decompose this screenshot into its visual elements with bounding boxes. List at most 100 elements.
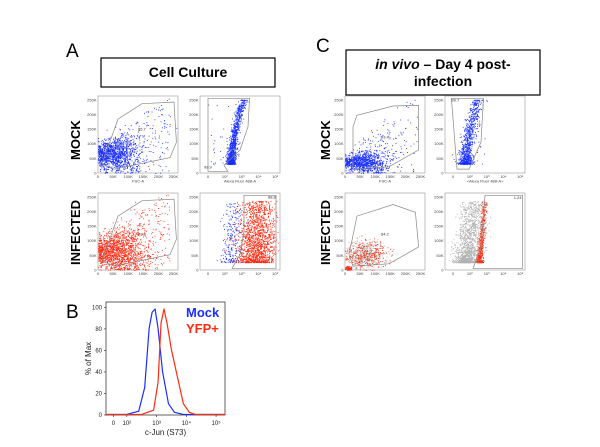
data-point — [125, 151, 127, 153]
data-point — [108, 248, 110, 250]
data-point — [111, 251, 113, 252]
data-point — [120, 249, 122, 251]
data-point — [111, 245, 113, 247]
data-point — [137, 237, 139, 239]
data-point — [151, 209, 153, 211]
data-point — [110, 247, 112, 249]
data-point — [235, 135, 237, 137]
data-point — [102, 253, 104, 255]
data-point — [117, 241, 119, 243]
data-point — [230, 159, 232, 161]
data-point — [99, 150, 101, 152]
data-point — [109, 153, 111, 154]
data-point — [116, 247, 118, 249]
data-point — [165, 126, 167, 128]
data-point — [237, 124, 239, 126]
data-point — [151, 214, 153, 216]
data-point — [145, 147, 147, 148]
data-point — [137, 269, 139, 270]
data-point — [158, 135, 160, 137]
data-point — [126, 164, 128, 166]
data-point — [117, 248, 119, 250]
data-point — [227, 244, 229, 246]
data-point — [135, 201, 137, 203]
data-point — [229, 147, 231, 149]
data-point — [114, 137, 116, 139]
data-point — [126, 153, 128, 155]
data-point — [154, 235, 156, 237]
data-point — [99, 152, 101, 154]
data-point — [265, 223, 267, 225]
data-point — [234, 149, 236, 151]
data-point — [117, 243, 119, 245]
data-point — [100, 165, 102, 167]
data-point — [143, 236, 144, 238]
data-point — [101, 246, 103, 248]
y-tick-label: 150K — [189, 224, 199, 229]
data-point — [168, 114, 170, 116]
data-point — [124, 125, 126, 126]
data-point — [118, 236, 120, 238]
data-point — [104, 148, 106, 150]
data-point — [110, 151, 111, 152]
data-point — [235, 140, 237, 141]
data-point — [108, 146, 110, 148]
data-point — [160, 238, 162, 240]
data-point — [126, 268, 128, 270]
data-point — [272, 252, 274, 254]
data-point — [251, 227, 253, 229]
data-point — [248, 249, 249, 251]
data-point — [261, 223, 263, 225]
data-point — [234, 136, 236, 138]
data-point — [102, 159, 104, 161]
data-point — [226, 161, 228, 162]
data-point — [136, 157, 138, 159]
data-point — [101, 162, 103, 164]
data-point — [121, 217, 123, 219]
data-point — [237, 112, 239, 114]
data-point — [122, 246, 124, 248]
data-point — [261, 217, 263, 219]
data-point — [139, 223, 140, 225]
data-point — [101, 239, 102, 241]
data-point — [98, 251, 100, 253]
data-point — [137, 122, 139, 124]
data-point — [100, 156, 102, 158]
data-point — [131, 136, 133, 138]
data-point — [161, 264, 163, 266]
data-point — [123, 168, 125, 170]
data-point — [132, 251, 134, 253]
data-point — [113, 240, 115, 242]
data-point — [124, 151, 125, 153]
data-point — [111, 260, 113, 262]
data-point — [239, 115, 241, 117]
data-point — [265, 260, 267, 262]
data-point — [240, 105, 242, 107]
data-point — [123, 243, 125, 245]
data-point — [158, 141, 160, 143]
data-point — [120, 250, 122, 252]
data-point — [233, 140, 235, 142]
data-point — [106, 139, 108, 141]
data-point — [234, 134, 236, 136]
data-point — [225, 249, 227, 251]
data-point — [112, 245, 113, 247]
data-point — [148, 255, 150, 257]
data-point — [104, 172, 106, 174]
data-point — [126, 157, 127, 158]
data-point — [126, 242, 128, 244]
data-point — [116, 249, 118, 251]
data-point — [130, 268, 131, 270]
data-point — [141, 150, 143, 152]
data-point — [123, 144, 124, 146]
data-point — [272, 234, 274, 236]
data-point — [241, 105, 243, 107]
data-point — [118, 143, 120, 145]
data-point — [234, 144, 236, 145]
data-point — [229, 154, 231, 156]
data-point — [98, 250, 100, 252]
data-point — [237, 112, 238, 114]
data-point — [161, 249, 163, 251]
data-point — [257, 248, 259, 250]
